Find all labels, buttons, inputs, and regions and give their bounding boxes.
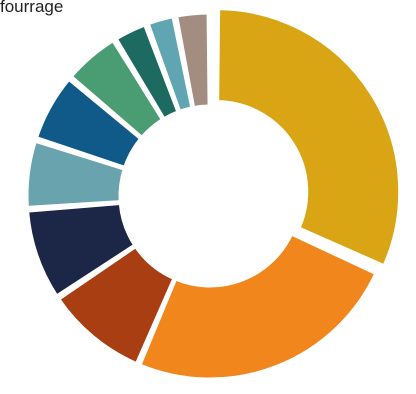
donut-slice-4: [26, 201, 137, 298]
donut-slice-9: [146, 15, 194, 114]
donut-slice-1: [216, 7, 402, 268]
donut-slice-2: [138, 232, 378, 381]
donut-slice-7: [69, 38, 165, 140]
donut-slice-8: [114, 23, 180, 121]
donut-slice-6: [34, 77, 143, 170]
chart-label: fourrage: [0, 0, 64, 16]
donut-slice-10: [174, 11, 211, 110]
donut-slice-5: [25, 139, 126, 209]
donut-slice-3: [56, 244, 176, 366]
